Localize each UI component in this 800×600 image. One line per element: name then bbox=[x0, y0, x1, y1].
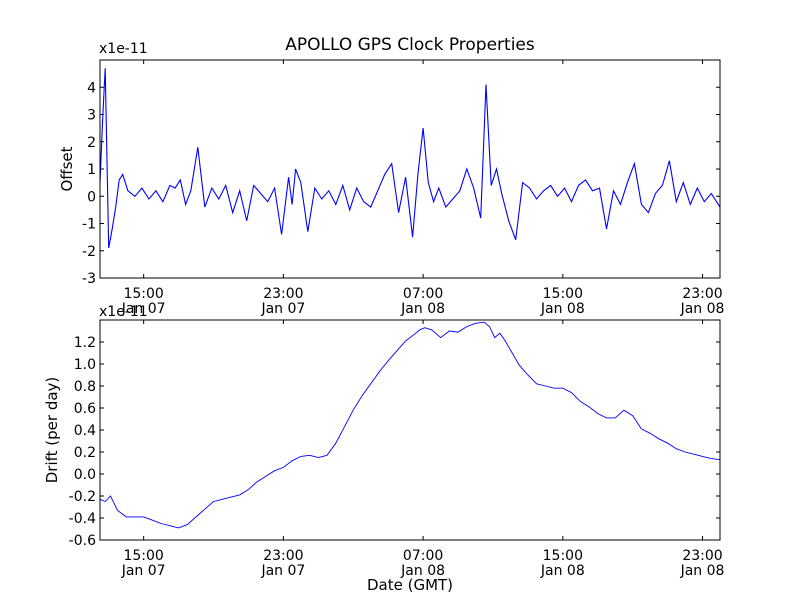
drift-xtick-time-label: 23:00 bbox=[263, 548, 303, 564]
drift-xtick-time-label: 15:00 bbox=[123, 548, 163, 564]
x-axis-label: Date (GMT) bbox=[367, 576, 453, 594]
offset-xtick-time-label: 15:00 bbox=[543, 286, 583, 302]
offset-xtick-time-label: 23:00 bbox=[682, 286, 722, 302]
drift-ytick-label: 0.8 bbox=[74, 379, 96, 395]
offset-ytick-label: -2 bbox=[82, 244, 96, 260]
offset-plot-area bbox=[100, 60, 720, 278]
drift-ytick-label: 1.2 bbox=[74, 335, 96, 351]
drift-panel: -0.6-0.4-0.20.00.20.40.60.81.01.215:00Ja… bbox=[43, 304, 724, 579]
drift-ytick-label: 0.0 bbox=[74, 467, 96, 483]
drift-ytick-label: 1.0 bbox=[74, 357, 96, 373]
offset-ytick-label: 0 bbox=[87, 189, 96, 205]
offset-ytick-label: 3 bbox=[87, 108, 96, 124]
drift-exponent-label: x1e-11 bbox=[99, 304, 148, 320]
offset-axes-frame bbox=[99, 59, 721, 279]
drift-xtick-date-label: Jan 08 bbox=[540, 563, 585, 579]
drift-xtick-date-label: Jan 08 bbox=[680, 563, 725, 579]
offset-ytick-label: -1 bbox=[82, 217, 96, 233]
offset-ytick-label: 2 bbox=[87, 135, 96, 151]
drift-ytick-label: -0.4 bbox=[69, 511, 96, 527]
offset-xtick-date-label: Jan 07 bbox=[121, 301, 166, 317]
drift-y-axis-label: Drift (per day) bbox=[43, 377, 61, 484]
drift-axes-frame bbox=[99, 319, 721, 541]
offset-series-line bbox=[99, 68, 721, 249]
offset-ytick-label: 1 bbox=[87, 162, 96, 178]
drift-ytick-label: -0.2 bbox=[69, 489, 96, 505]
drift-ytick-label: 0.6 bbox=[74, 401, 96, 417]
drift-ytick-label: -0.6 bbox=[69, 533, 96, 549]
chart-title: APOLLO GPS Clock Properties bbox=[285, 35, 535, 55]
drift-xtick-time-label: 15:00 bbox=[543, 548, 583, 564]
drift-xtick-date-label: Jan 07 bbox=[121, 563, 166, 579]
offset-ytick-label: -3 bbox=[82, 271, 96, 287]
offset-xtick-date-label: Jan 07 bbox=[260, 301, 305, 317]
drift-xtick-date-label: Jan 07 bbox=[260, 563, 305, 579]
drift-xtick-time-label: 07:00 bbox=[403, 548, 443, 564]
offset-xtick-time-label: 23:00 bbox=[263, 286, 303, 302]
offset-xtick-time-label: 15:00 bbox=[123, 286, 163, 302]
drift-xtick-time-label: 23:00 bbox=[682, 548, 722, 564]
drift-ticks: -0.6-0.4-0.20.00.20.40.60.81.01.215:00Ja… bbox=[69, 320, 725, 579]
drift-plot-area bbox=[100, 320, 720, 540]
drift-xtick-date-label: Jan 08 bbox=[400, 563, 445, 579]
offset-ytick-label: 4 bbox=[87, 80, 96, 96]
offset-exponent-label: x1e-11 bbox=[99, 41, 148, 57]
offset-xtick-date-label: Jan 08 bbox=[680, 301, 725, 317]
offset-y-axis-label: Offset bbox=[58, 146, 76, 191]
offset-xtick-date-label: Jan 08 bbox=[400, 301, 445, 317]
drift-ytick-label: 0.4 bbox=[74, 423, 96, 439]
drift-series-line bbox=[99, 321, 721, 529]
offset-xtick-date-label: Jan 08 bbox=[540, 301, 585, 317]
drift-ytick-label: 0.2 bbox=[74, 445, 96, 461]
offset-xtick-time-label: 07:00 bbox=[403, 286, 443, 302]
